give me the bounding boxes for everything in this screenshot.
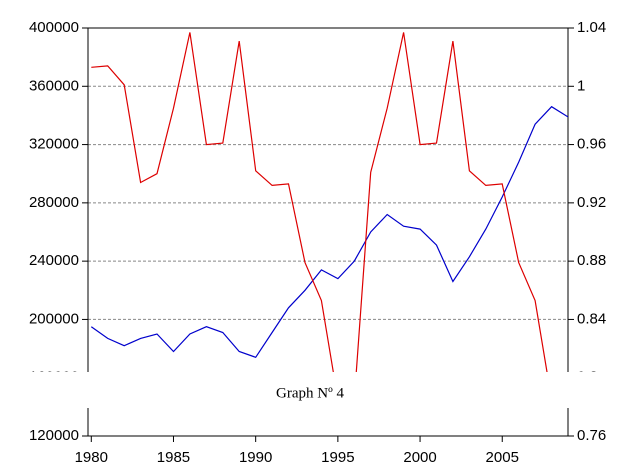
y2-tick-label: 0.76 (577, 427, 606, 444)
y-tick-label: 240000 (29, 252, 79, 269)
y2-tick-label: 1 (577, 77, 585, 94)
y2-tick-label: 0.88 (577, 252, 606, 269)
series-line (91, 32, 553, 401)
y-tick-label: 120000 (29, 427, 79, 444)
plot-frame (87, 27, 569, 437)
plot-area (90, 32, 568, 401)
series-line (90, 105, 568, 359)
y2-tick-label: 0.84 (577, 310, 606, 327)
x-tick-label: 1990 (239, 449, 272, 466)
chart-title: Graph Nº 4 (276, 385, 344, 401)
y2-tick-label: 0.96 (577, 136, 606, 153)
y-tick-label: 320000 (29, 136, 79, 153)
x-tick-label: 2000 (403, 449, 436, 466)
x-tick-label: 1985 (157, 449, 190, 466)
y-tick-label: 400000 (29, 19, 79, 36)
y-tick-label: 280000 (29, 194, 79, 211)
y-tick-label: 200000 (29, 310, 79, 327)
title-band (0, 372, 624, 408)
y-tick-label: 360000 (29, 77, 79, 94)
x-tick-label: 1980 (75, 449, 108, 466)
x-tick-label: 2005 (486, 449, 519, 466)
y2-tick-label: 0.92 (577, 194, 606, 211)
y2-tick-label: 1.04 (577, 19, 606, 36)
x-tick-label: 1995 (321, 449, 354, 466)
